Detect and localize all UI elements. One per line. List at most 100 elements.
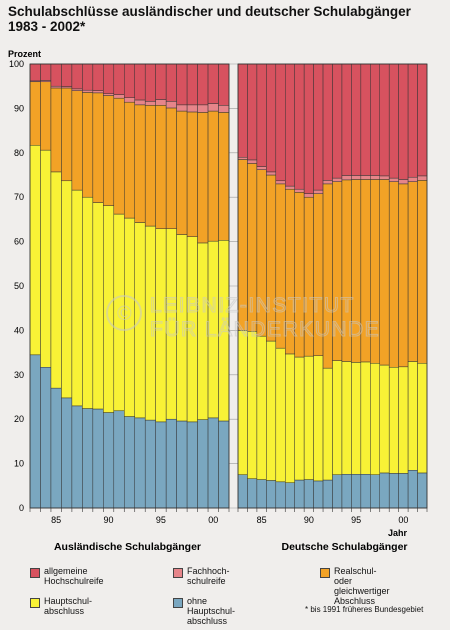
bar-segment-ohne — [50, 387, 62, 509]
bar-segment-real — [82, 92, 94, 198]
bar-segment-fach — [398, 179, 409, 185]
legend-swatch-real — [320, 568, 330, 578]
legend-swatch-abi — [30, 568, 40, 578]
bar-segment-haupt — [256, 335, 267, 480]
bar-segment-abi — [82, 63, 94, 91]
bar-segment-haupt — [370, 363, 380, 475]
y-tick-label-0: 0 — [19, 503, 24, 513]
bar-segment-fach — [351, 175, 362, 180]
bar-segment-haupt — [351, 362, 362, 475]
bar-segment-abi — [165, 63, 177, 102]
bar-segment-haupt — [82, 196, 94, 409]
bar-segment-fach — [237, 156, 248, 160]
bar-segment-real — [417, 180, 428, 364]
bar-segment-real — [218, 112, 230, 241]
bar-segment-haupt — [398, 366, 409, 474]
chart-title: Schulabschlüsse ausländischer und deutsc… — [8, 4, 411, 34]
watermark-text-1: LEIBNIZ-INSTITUT — [150, 294, 355, 317]
bar-segment-haupt — [322, 367, 333, 481]
bar-segment-abi — [256, 63, 267, 167]
bar-segment-ohne — [71, 405, 83, 509]
bar-segment-ohne — [134, 417, 146, 509]
bar-segment-abi — [144, 63, 156, 102]
bar-segment-fach — [388, 177, 399, 182]
bar-segment-abi — [197, 63, 209, 106]
bar-segment-haupt — [388, 367, 399, 474]
bar-segment-real — [407, 181, 418, 362]
bar-segment-haupt — [92, 202, 104, 410]
panel-frame — [29, 63, 230, 509]
bar-segment-fach — [407, 176, 418, 182]
bar-segment-ohne — [256, 479, 267, 509]
legend-swatch-ohne — [173, 598, 183, 608]
bar-segment-ohne — [103, 412, 115, 509]
bar-segment-haupt — [237, 330, 248, 475]
bar-segment-fach — [285, 185, 295, 190]
bar-segment-real — [103, 95, 115, 206]
bar-segment-ohne — [388, 473, 399, 509]
bar-segment-abi — [207, 63, 219, 104]
x-axis-label: Jahr — [388, 528, 408, 538]
legend-label-haupt: Hauptschul- abschluss — [44, 596, 93, 616]
bar-segment-real — [144, 105, 156, 227]
bar-segment-real — [197, 112, 209, 244]
legend-label-abi: allgemeine Hochschulreife — [44, 566, 104, 586]
bar-segment-abi — [303, 63, 314, 194]
legend-label-fach: Fachhoch- schulreife — [187, 566, 230, 586]
bar-segment-real — [388, 181, 399, 368]
bar-segment-fach — [144, 101, 156, 106]
bar-segment-haupt — [247, 331, 258, 479]
bar-segment-ohne — [247, 478, 258, 509]
y-tick-label-100: 100 — [9, 59, 24, 69]
bar-segment-fach — [247, 159, 258, 164]
x-tick-label-1985: 85 — [257, 515, 267, 525]
bar-segment-abi — [237, 63, 248, 158]
bar-segment-fach — [266, 171, 277, 176]
legend-label-ohne: ohne Hauptschul- abschluss — [187, 596, 236, 626]
bar-segment-haupt — [379, 364, 390, 474]
bar-segment-abi — [124, 63, 135, 98]
y-tick-label-90: 90 — [14, 103, 24, 113]
y-tick-label-30: 30 — [14, 370, 24, 380]
bar-segment-fach — [134, 99, 146, 106]
bar-segment-fach — [370, 175, 380, 180]
bar-segment-ohne — [218, 420, 230, 509]
bar-segment-real — [176, 110, 188, 235]
bar-segment-fach — [92, 90, 104, 94]
bar-segment-abi — [322, 63, 333, 181]
bar-segment-fach — [379, 175, 390, 180]
bar-segment-real — [379, 179, 390, 366]
bar-segment-abi — [103, 63, 115, 94]
x-tick-label-1990: 90 — [304, 515, 314, 525]
bar-segment-abi — [113, 63, 125, 95]
bar-segment-abi — [398, 63, 409, 180]
bar-segment-haupt — [360, 361, 371, 475]
bar-segment-haupt — [266, 340, 277, 481]
bar-segment-real — [61, 87, 73, 182]
legend-swatch-fach — [173, 568, 183, 578]
bar-segment-abi — [341, 63, 352, 176]
bar-segment-real — [186, 111, 198, 237]
bar-segment-ohne — [303, 479, 314, 509]
bar-segment-fach — [155, 99, 167, 106]
y-tick-label-50: 50 — [14, 281, 24, 291]
bar-segment-haupt — [71, 189, 83, 407]
bar-segment-abi — [155, 63, 167, 100]
panel-title: Deutsche Schulabgänger — [281, 541, 407, 553]
bar-segment-ohne — [407, 470, 418, 509]
bar-segment-abi — [186, 63, 198, 106]
bar-segment-ohne — [144, 419, 156, 509]
watermark-text-2: FÜR LÄNDERKUNDE — [150, 318, 380, 341]
bar-segment-abi — [92, 63, 104, 91]
bar-segment-ohne — [197, 419, 209, 509]
y-tick-label-20: 20 — [14, 414, 24, 424]
bar-segment-ohne — [341, 474, 352, 509]
y-tick-label-10: 10 — [14, 459, 24, 469]
bar-segment-haupt — [407, 361, 418, 471]
bar-segment-abi — [407, 63, 418, 178]
bar-segment-ohne — [417, 472, 428, 509]
bar-segment-abi — [360, 63, 371, 176]
bar-segment-abi — [29, 63, 41, 82]
